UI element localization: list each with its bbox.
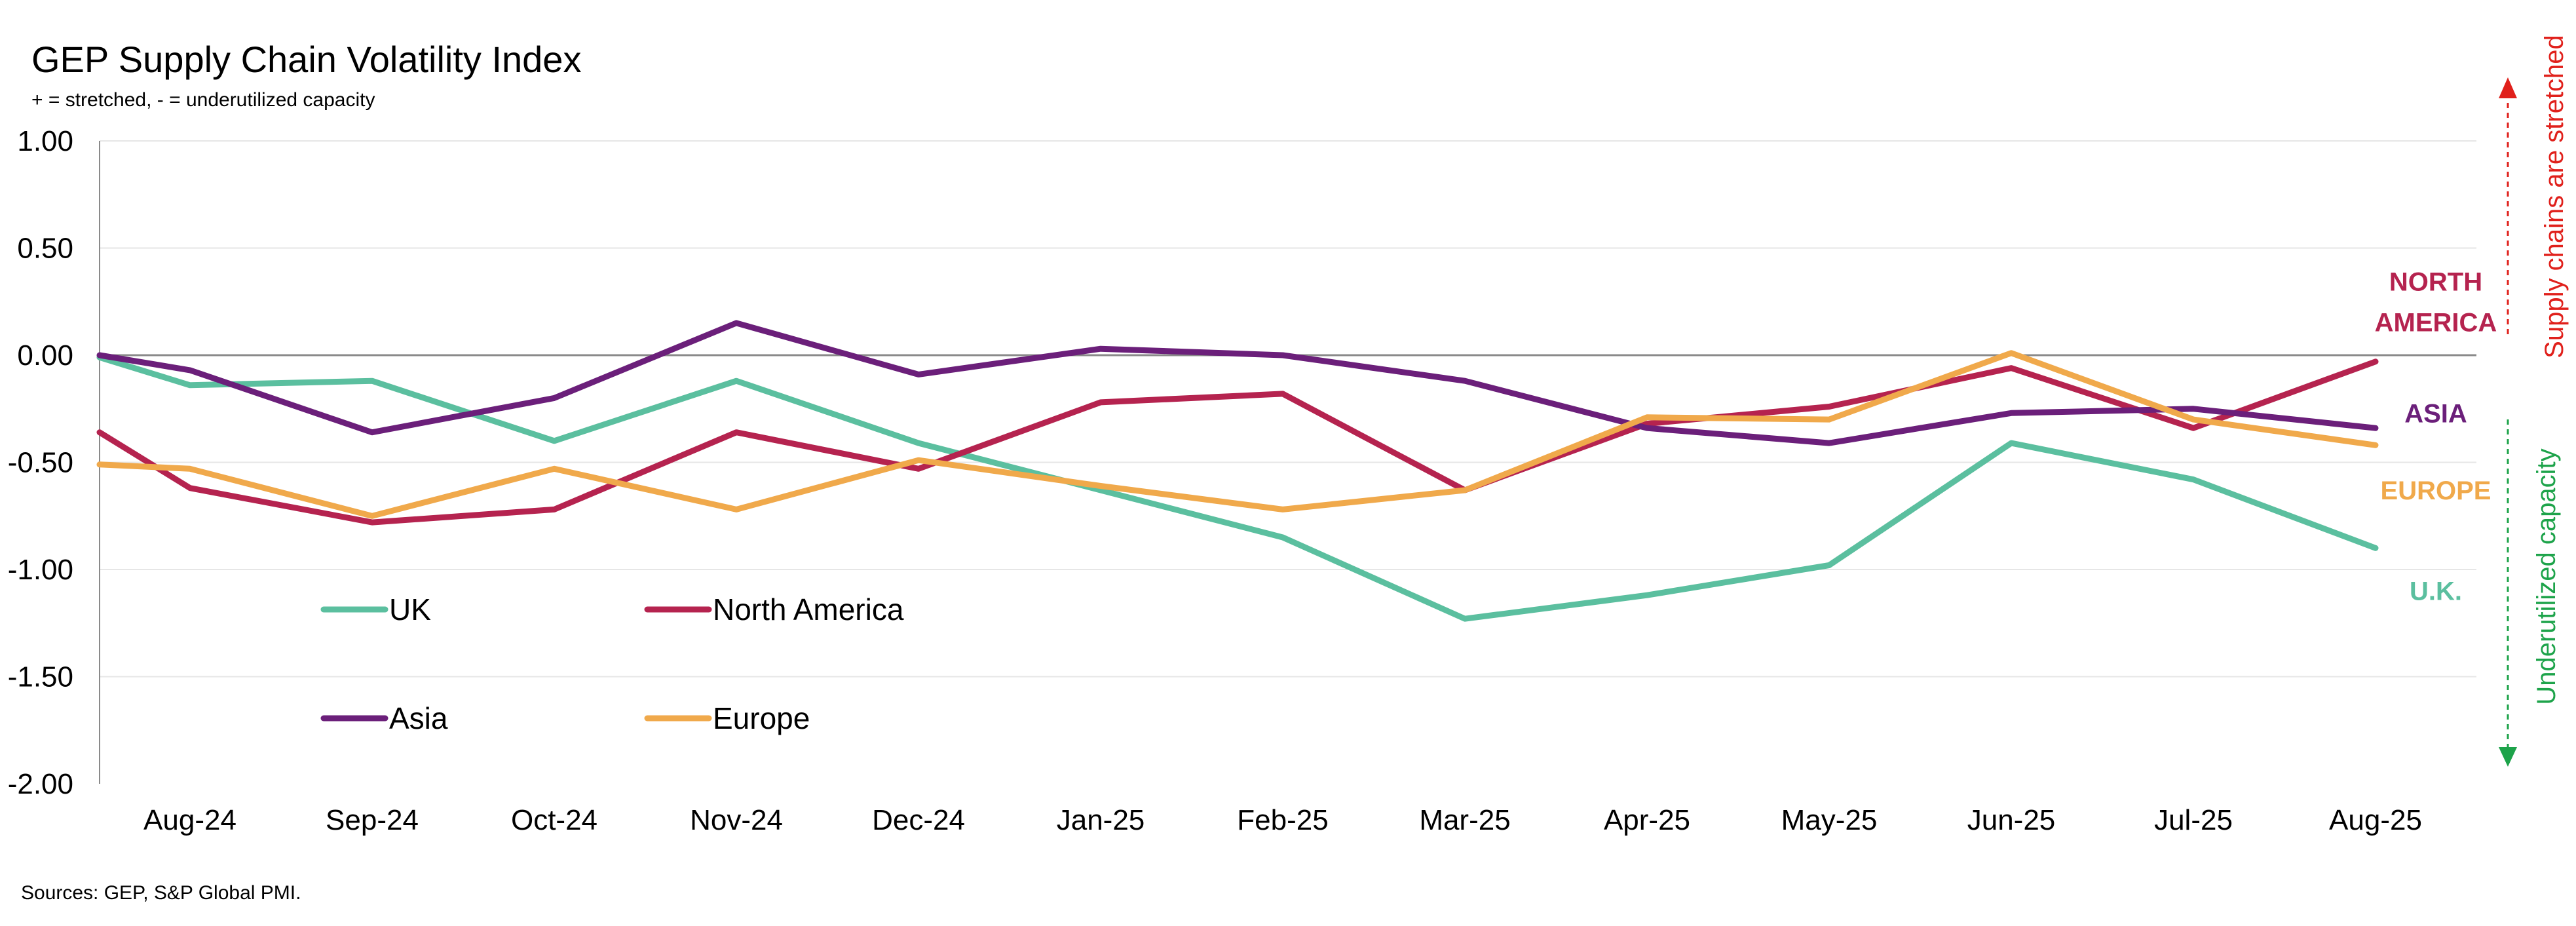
y-axis: 1.00 0.50 0.00 -0.50 -1.00 -1.50 -2.00 xyxy=(8,125,100,800)
side-annotation-up: Supply chains are stretched xyxy=(2540,35,2569,358)
end-label-text: ASIA xyxy=(2404,399,2467,428)
x-tick-label: Feb-25 xyxy=(1237,804,1328,836)
x-axis: Aug-24 Sep-24 Oct-24 Nov-24 Dec-24 Jan-25 Feb-… xyxy=(143,804,2422,836)
end-label-text: EUROPE xyxy=(2381,476,2491,505)
legend-label-europe: Europe xyxy=(713,701,810,735)
legend-label-asia: Asia xyxy=(389,701,448,735)
series-lines xyxy=(96,320,2379,622)
x-tick-label: Jan-25 xyxy=(1057,804,1145,836)
x-tick-label: Mar-25 xyxy=(1419,804,1510,836)
x-tick-label: Dec-24 xyxy=(872,804,965,836)
y-tick-label: -1.50 xyxy=(8,661,73,693)
x-tick-label: Apr-25 xyxy=(1604,804,1690,836)
series-line-north-america xyxy=(96,358,2379,526)
down-arrow-head xyxy=(2499,747,2517,767)
end-labels: NORTH AMERICA ASIA EUROPE U.K. xyxy=(2375,267,2497,606)
x-tick-label: May-25 xyxy=(1781,804,1878,836)
side-annotations: Supply chains are stretched Underutilize… xyxy=(2499,35,2569,767)
up-arrow-head xyxy=(2499,77,2517,98)
series-line-uk xyxy=(96,354,2379,622)
x-tick-label: Aug-25 xyxy=(2329,804,2422,836)
end-label-text: NORTH xyxy=(2389,267,2482,296)
end-label-text: AMERICA xyxy=(2375,308,2497,337)
x-tick-label: Oct-24 xyxy=(511,804,597,836)
series-line-asia xyxy=(96,320,2379,446)
chart-subtitle: + = stretched, - = underutilized capacit… xyxy=(31,89,375,111)
y-tick-label: -1.00 xyxy=(8,554,73,586)
y-tick-label: -0.50 xyxy=(8,447,73,479)
series-line-europe xyxy=(96,350,2379,519)
y-tick-label: -2.00 xyxy=(8,768,73,800)
source-note: Sources: GEP, S&P Global PMI. xyxy=(21,882,301,904)
x-tick-label: Sep-24 xyxy=(326,804,419,836)
side-annotation-down: Underutilized capacity xyxy=(2532,448,2561,704)
y-tick-label: 0.00 xyxy=(17,339,73,372)
legend-label-uk: UK xyxy=(389,592,431,627)
x-tick-label: Jul-25 xyxy=(2154,804,2233,836)
chart-title: GEP Supply Chain Volatility Index xyxy=(31,39,581,80)
x-tick-label: Jun-25 xyxy=(1967,804,2056,836)
legend: UK North America Asia Europe xyxy=(320,592,904,735)
end-label-text: U.K. xyxy=(2410,577,2462,606)
x-tick-label: Nov-24 xyxy=(690,804,783,836)
y-tick-label: 0.50 xyxy=(17,233,73,265)
x-tick-label: Aug-24 xyxy=(143,804,237,836)
y-tick-label: 1.00 xyxy=(17,125,73,157)
legend-label-north-america: North America xyxy=(713,592,904,627)
